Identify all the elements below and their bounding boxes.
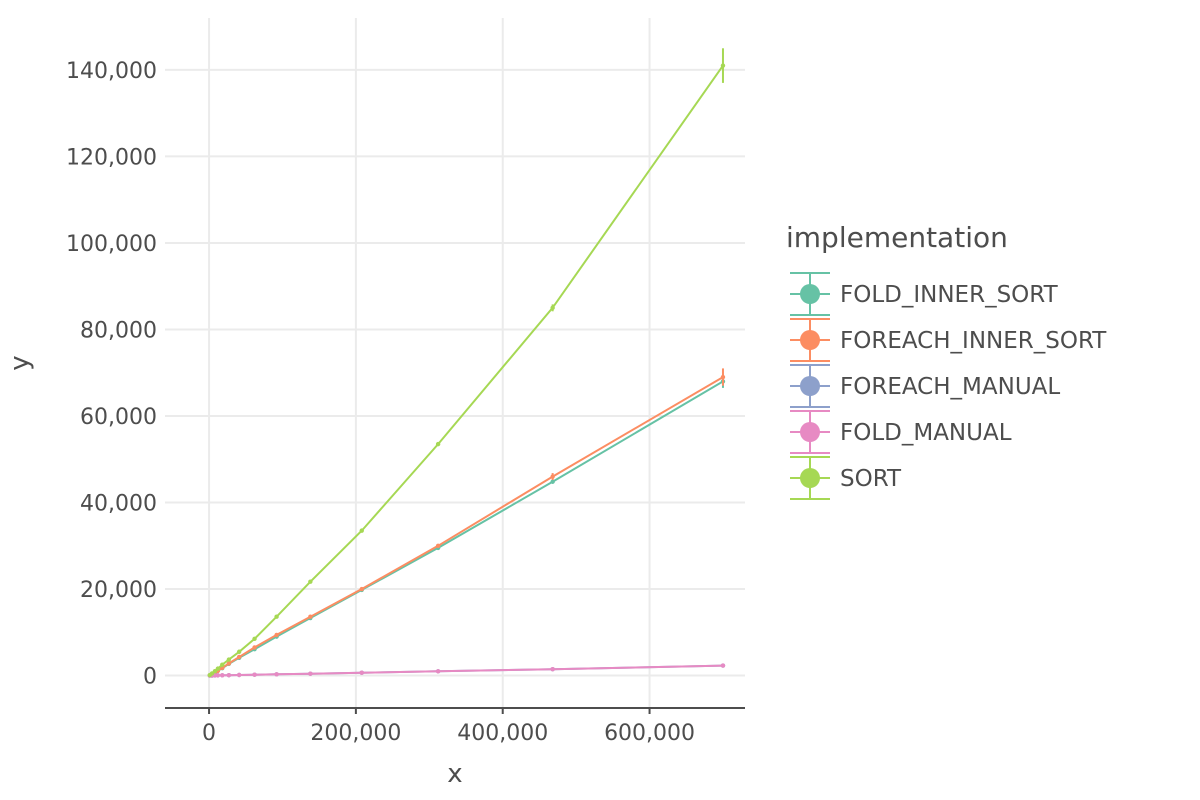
legend-item-fold-inner-sort: FOLD_INNER_SORT — [790, 272, 1059, 316]
data-point — [215, 666, 221, 671]
data-point — [435, 441, 441, 447]
data-point — [308, 614, 313, 619]
legend-label: FOLD_INNER_SORT — [840, 282, 1059, 308]
data-point — [435, 543, 441, 548]
legend-point-key — [800, 284, 820, 304]
data-point — [359, 670, 364, 675]
data-point — [435, 669, 441, 674]
axes — [165, 707, 745, 714]
data-point — [236, 672, 242, 678]
legend-label: FOREACH_INNER_SORT — [840, 328, 1107, 354]
data-point — [720, 63, 726, 68]
legend-item-foreach-manual: FOREACH_MANUAL — [790, 364, 1060, 408]
data-point — [274, 672, 279, 677]
series-line — [209, 664, 724, 677]
y-tick-label: 120,000 — [66, 145, 157, 170]
x-axis-title: x — [447, 759, 462, 789]
y-tick-label: 80,000 — [80, 318, 157, 343]
data-point — [308, 579, 313, 584]
series-group — [207, 48, 726, 678]
data-point — [212, 669, 218, 674]
legend-label: FOLD_MANUAL — [840, 420, 1012, 446]
legend-item-foreach-inner-sort: FOREACH_INNER_SORT — [790, 318, 1107, 362]
x-tick-label: 600,000 — [604, 721, 695, 746]
legend-point-key — [800, 376, 820, 396]
data-point — [274, 632, 279, 638]
legend-label: FOREACH_MANUAL — [840, 374, 1060, 400]
data-point — [359, 528, 364, 533]
x-tick-label: 200,000 — [310, 721, 401, 746]
x-tick-label: 0 — [202, 721, 216, 746]
gridlines — [165, 18, 745, 708]
data-point — [252, 672, 257, 677]
y-tick-label: 20,000 — [80, 578, 157, 603]
tick-labels: 0 200,000 400,000 600,000 0 20,000 40,000 60,00… — [66, 59, 695, 746]
y-tick-label: 140,000 — [66, 59, 157, 84]
legend-title: implementation — [786, 221, 1008, 254]
legend-point-key — [800, 468, 820, 488]
data-point — [220, 662, 225, 667]
data-point — [359, 586, 364, 592]
legend-point-key — [800, 330, 820, 350]
x-tick-label: 400,000 — [457, 721, 548, 746]
data-point — [550, 479, 555, 484]
y-axis-title: y — [5, 355, 35, 370]
legend-item-fold-manual: FOLD_MANUAL — [790, 410, 1012, 454]
legend-point-key — [800, 422, 820, 442]
legend-item-sort: SORT — [790, 456, 902, 500]
series-sort — [207, 48, 726, 678]
y-tick-label: 0 — [143, 665, 157, 690]
data-point — [550, 666, 555, 672]
legend-label: SORT — [840, 466, 902, 492]
data-point — [720, 663, 726, 668]
data-point — [236, 649, 242, 654]
data-point — [252, 636, 257, 641]
data-point — [220, 673, 225, 678]
series-foreach-inner-sort — [207, 368, 726, 678]
data-point — [252, 645, 257, 650]
data-point — [226, 672, 232, 678]
data-point — [274, 614, 279, 619]
data-point — [550, 474, 555, 479]
y-tick-label: 40,000 — [80, 492, 157, 517]
y-tick-label: 60,000 — [80, 405, 157, 430]
data-point — [226, 661, 232, 666]
data-point — [236, 654, 242, 660]
data-point — [720, 374, 726, 380]
y-tick-label: 100,000 — [66, 232, 157, 257]
data-point — [308, 671, 313, 676]
legend: FOLD_INNER_SORT FOREACH_INNER_SORT FOREACH… — [790, 272, 1107, 500]
data-point — [215, 673, 221, 678]
data-point — [226, 657, 232, 662]
data-point — [550, 305, 555, 311]
